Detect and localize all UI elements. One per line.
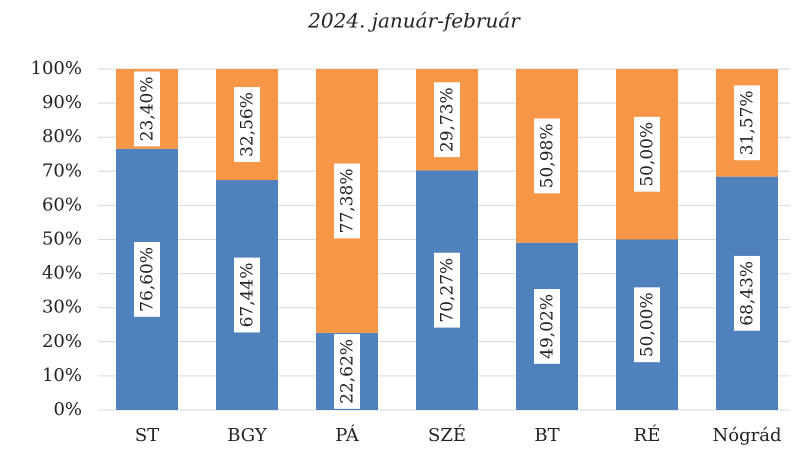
- data-label-text: 68,43%: [738, 261, 758, 326]
- data-label-text: 70,27%: [438, 258, 458, 323]
- data-label-text: 50,98%: [538, 124, 558, 189]
- y-tick-label: 0%: [53, 399, 82, 420]
- data-label-text: 29,73%: [438, 87, 458, 152]
- data-label-box: [434, 82, 460, 158]
- data-label-text: 31,57%: [738, 90, 758, 155]
- data-label: 31,57%: [734, 85, 760, 161]
- data-label-box: [634, 116, 660, 192]
- data-label-box: [134, 241, 160, 317]
- data-label: 22,62%: [334, 334, 360, 409]
- data-label-text: 49,02%: [538, 294, 558, 359]
- x-tick-label: BGY: [227, 425, 268, 446]
- data-label-box: [434, 252, 460, 328]
- data-label: 70,27%: [434, 252, 460, 328]
- data-label-box: [334, 334, 360, 409]
- y-tick-label: 100%: [31, 58, 82, 79]
- data-label: 23,40%: [134, 71, 160, 147]
- data-label-text: 50,00%: [638, 292, 658, 357]
- data-label-text: 50,00%: [638, 122, 658, 187]
- y-tick-label: 70%: [42, 160, 82, 181]
- data-label-box: [734, 255, 760, 331]
- data-label-box: [334, 163, 360, 239]
- data-label-text: 22,62%: [338, 339, 358, 404]
- chart-title: 2024. január-február: [307, 9, 521, 33]
- data-label-box: [734, 85, 760, 161]
- data-label-box: [134, 71, 160, 147]
- data-label-text: 67,44%: [238, 263, 258, 328]
- y-tick-label: 90%: [42, 92, 82, 113]
- data-label: 77,38%: [334, 163, 360, 239]
- y-tick-label: 20%: [42, 331, 82, 352]
- data-label-text: 23,40%: [138, 76, 158, 141]
- x-tick-label: BT: [534, 425, 559, 446]
- data-label-box: [534, 289, 560, 364]
- y-tick-label: 80%: [42, 126, 82, 147]
- x-tick-label: Nógrád: [713, 425, 782, 446]
- data-label: 76,60%: [134, 241, 160, 317]
- data-label-box: [634, 287, 660, 363]
- y-tick-label: 30%: [42, 297, 82, 318]
- y-tick-label: 60%: [42, 194, 82, 215]
- data-label: 29,73%: [434, 82, 460, 158]
- data-label-text: 76,60%: [138, 247, 158, 312]
- data-label-text: 77,38%: [338, 169, 358, 234]
- data-label: 67,44%: [234, 257, 260, 333]
- data-label: 68,43%: [734, 255, 760, 331]
- y-tick-label: 50%: [42, 229, 82, 250]
- x-tick-label: SZÉ: [428, 423, 466, 446]
- data-label-text: 32,56%: [238, 92, 258, 157]
- y-tick-label: 10%: [42, 365, 82, 386]
- data-label: 50,00%: [634, 116, 660, 192]
- data-label: 50,98%: [534, 118, 560, 194]
- data-label-box: [234, 257, 260, 333]
- x-tick-label: RÉ: [634, 423, 661, 446]
- data-label-box: [234, 87, 260, 162]
- y-tick-label: 40%: [42, 263, 82, 284]
- x-tick-label: PÁ: [335, 423, 359, 446]
- data-label: 49,02%: [534, 289, 560, 364]
- data-label-box: [534, 118, 560, 194]
- data-label: 32,56%: [234, 87, 260, 162]
- data-label: 50,00%: [634, 287, 660, 363]
- x-tick-label: ST: [135, 425, 159, 446]
